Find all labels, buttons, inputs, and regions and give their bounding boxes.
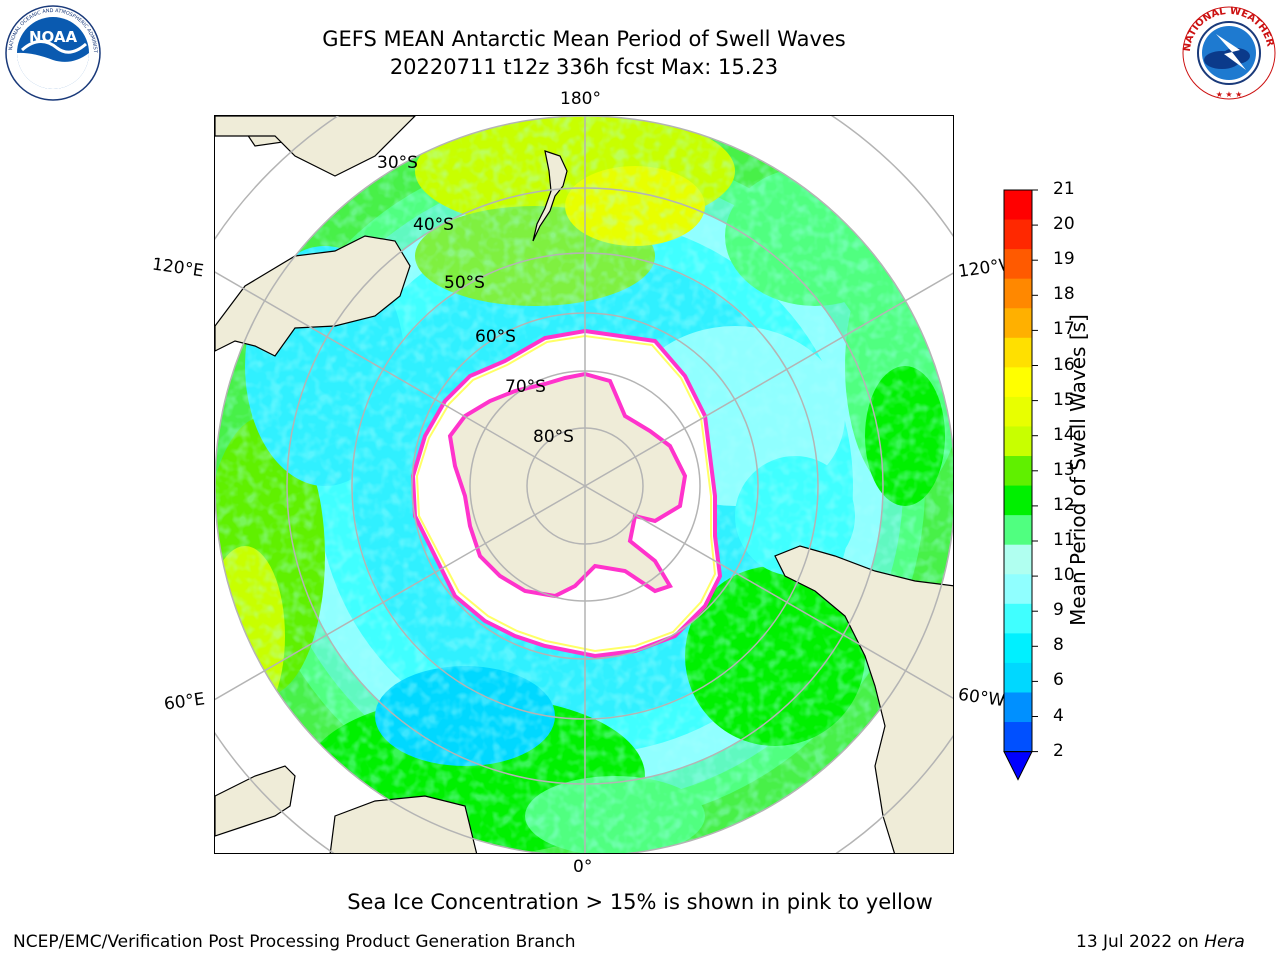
sea-ice-inner-edge: [415, 334, 717, 653]
colorbar-tick-label: 20: [1053, 214, 1075, 235]
colorbar-segment: [1004, 456, 1032, 487]
date-stamp: 13 Jul 2022 on Hera: [1076, 932, 1245, 952]
chart-subtitle: 20220711 t12z 336h fcst Max: 15.23: [389, 55, 779, 79]
date-machine: Hera: [1204, 932, 1245, 952]
colorbar-segment: [1004, 367, 1032, 398]
svg-text:★ ★ ★: ★ ★ ★: [1216, 90, 1243, 99]
lat-label-60s: 60°S: [475, 327, 516, 347]
credit-line: NCEP/EMC/Verification Post Processing Pr…: [13, 932, 576, 952]
colorbar-tick-label: 15: [1053, 389, 1075, 410]
colorbar-tick-label: 9: [1053, 600, 1064, 621]
lon-label-0: 0°: [573, 857, 593, 877]
colorbar-segment: [1004, 662, 1032, 693]
land-south-america: [774, 545, 953, 853]
colorbar-tick-label: 10: [1053, 565, 1075, 586]
colorbar-segment: [1004, 337, 1032, 368]
colorbar-tick-label: 16: [1053, 354, 1075, 375]
date-prefix: 13 Jul 2022 on: [1076, 932, 1205, 952]
lat-label-30s: 30°S: [377, 153, 418, 173]
colorbar-segment: [1004, 249, 1032, 280]
lat-label-80s: 80°S: [533, 427, 574, 447]
colorbar-segment: [1004, 574, 1032, 605]
landmasses: [215, 116, 953, 853]
colorbar-segment: [1004, 722, 1032, 753]
noaa-logo-text: NOAA: [29, 28, 78, 46]
sea-ice-footnote: Sea Ice Concentration > 15% is shown in …: [347, 890, 933, 914]
colorbar-tick-label: 18: [1053, 284, 1075, 305]
lon-label-60e: 60°E: [162, 689, 207, 715]
colorbar-segment: [1004, 278, 1032, 309]
polar-map: 30°S 40°S 50°S 60°S 70°S 80°S: [214, 115, 954, 854]
colorbar-segment: [1004, 190, 1032, 221]
colorbar-tick-label: 11: [1053, 530, 1075, 550]
colorbar-tick-label: 17: [1053, 319, 1075, 340]
land-australia: [215, 235, 411, 357]
land-new-zealand: [532, 150, 568, 242]
nws-logo-icon: NATIONAL WEATHER SERVICE ★ ★ ★: [1176, 0, 1278, 102]
colorbar-segment: [1004, 692, 1032, 723]
colorbar-tick-label: 19: [1053, 249, 1075, 270]
lat-label-50s: 50°S: [444, 273, 485, 293]
graticule: [215, 116, 953, 853]
colorbar-segment: [1004, 515, 1032, 546]
chart-title: GEFS MEAN Antarctic Mean Period of Swell…: [322, 27, 846, 51]
colorbar-tick-label: 4: [1053, 705, 1064, 726]
colorbar-segment: [1004, 633, 1032, 664]
land-indonesia: [215, 116, 416, 177]
colorbar: [996, 182, 1076, 792]
colorbar-segment: [1004, 485, 1032, 516]
land-madagascar: [215, 765, 296, 837]
colorbar-segment: [1004, 308, 1032, 339]
lat-label-70s: 70°S: [505, 377, 546, 397]
colorbar-under-arrow: [1003, 751, 1033, 781]
colorbar-segment: [1004, 544, 1032, 575]
colorbar-tick-label: 21: [1053, 179, 1075, 199]
lat-label-40s: 40°S: [413, 215, 454, 235]
colorbar-tick-label: 13: [1053, 459, 1075, 480]
colorbar-segment: [1004, 396, 1032, 427]
colorbar-segment: [1004, 219, 1032, 250]
colorbar-segment: [1004, 426, 1032, 457]
colorbar-segment: [1004, 603, 1032, 634]
lon-label-180: 180°: [560, 89, 601, 109]
colorbar-tick-label: 14: [1053, 424, 1075, 445]
colorbar-tick-label: 6: [1053, 670, 1064, 691]
noaa-logo-icon: NOAA NATIONAL OCEANIC AND ATMOSPHERIC AD…: [0, 0, 104, 102]
colorbar-tick-labels: 21 20 19 18 17 16 15 14 13 12 11 10 9 8 6 4 2: [1053, 179, 1093, 780]
colorbar-tick-label: 2: [1053, 740, 1064, 761]
land-africa: [329, 795, 478, 853]
lon-label-120e: 120°E: [150, 254, 205, 282]
colorbar-tick-label: 8: [1053, 635, 1064, 656]
colorbar-tick-label: 12: [1053, 494, 1075, 515]
